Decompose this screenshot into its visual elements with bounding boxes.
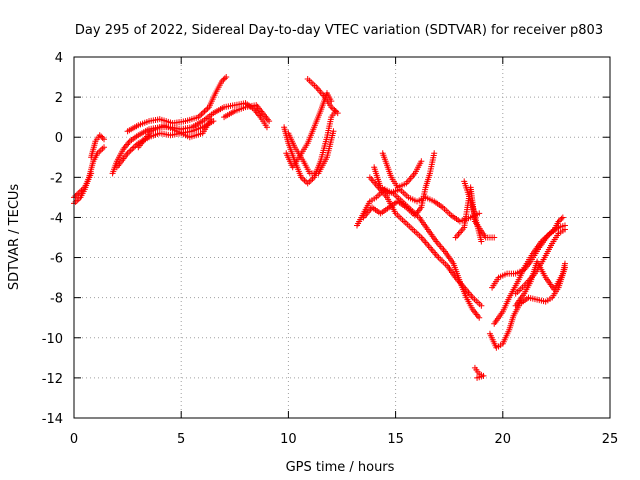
data-point-marker [561, 226, 568, 233]
data-markers [71, 74, 568, 381]
y-axis-ticks: 4 2 0 -2 -4 -6 -8 -10 -12 -14 [42, 51, 610, 427]
x-tick-label: 15 [387, 432, 404, 447]
plot-frame [73, 56, 611, 419]
grid-lines [74, 57, 610, 418]
data-point-marker [478, 238, 485, 245]
data-point-marker [334, 110, 341, 117]
data-point-marker [72, 193, 79, 200]
data-point-marker [218, 78, 225, 85]
x-tick-label: 20 [495, 432, 512, 447]
y-tick-label: -4 [50, 211, 63, 226]
data-point-marker [418, 158, 425, 165]
data-point-marker [266, 118, 273, 125]
data-point-marker [88, 170, 95, 177]
data-point-marker [559, 214, 566, 221]
data-point-marker [220, 76, 227, 83]
y-tick-label: 2 [55, 91, 63, 106]
data-point-marker [73, 191, 80, 198]
y-tick-label: 0 [55, 131, 63, 146]
y-tick-label: 4 [55, 51, 63, 66]
y-axis-title: SDTVAR / TECUs [7, 184, 22, 291]
data-point-marker [223, 74, 230, 81]
y-tick-label: -8 [50, 292, 63, 307]
data-point-marker [431, 150, 438, 157]
y-tick-label: -6 [50, 252, 63, 267]
y-tick-label: -14 [42, 412, 63, 427]
data-point-marker [558, 215, 565, 222]
data-point-marker [491, 234, 498, 241]
data-point-marker [561, 260, 568, 267]
data-point-marker [474, 374, 481, 381]
data-point-marker [263, 124, 270, 131]
x-tick-label: 10 [280, 432, 297, 447]
y-tick-label: -10 [42, 332, 63, 347]
data-point-marker [96, 132, 103, 139]
x-tick-label: 25 [602, 432, 619, 447]
data-point-marker [98, 133, 105, 140]
y-tick-label: -12 [42, 372, 63, 387]
y-tick-label: -2 [50, 171, 63, 186]
data-point-marker [478, 302, 485, 309]
data-point-marker [555, 218, 562, 225]
x-tick-label: 0 [70, 432, 78, 447]
data-point-marker [101, 136, 108, 143]
x-axis-title: GPS time / hours [286, 460, 395, 475]
chart-title: Day 295 of 2022, Sidereal Day-to-day VTE… [75, 23, 603, 38]
data-point-marker [101, 144, 108, 151]
x-tick-label: 5 [177, 432, 185, 447]
data-point-marker [556, 217, 563, 224]
x-axis-ticks: 0 5 10 15 20 25 [70, 57, 618, 447]
data-point-marker [208, 116, 215, 123]
data-point-marker [330, 128, 337, 135]
data-point-marker [99, 134, 106, 141]
data-point-marker [221, 75, 228, 82]
data-point-marker [476, 314, 483, 321]
